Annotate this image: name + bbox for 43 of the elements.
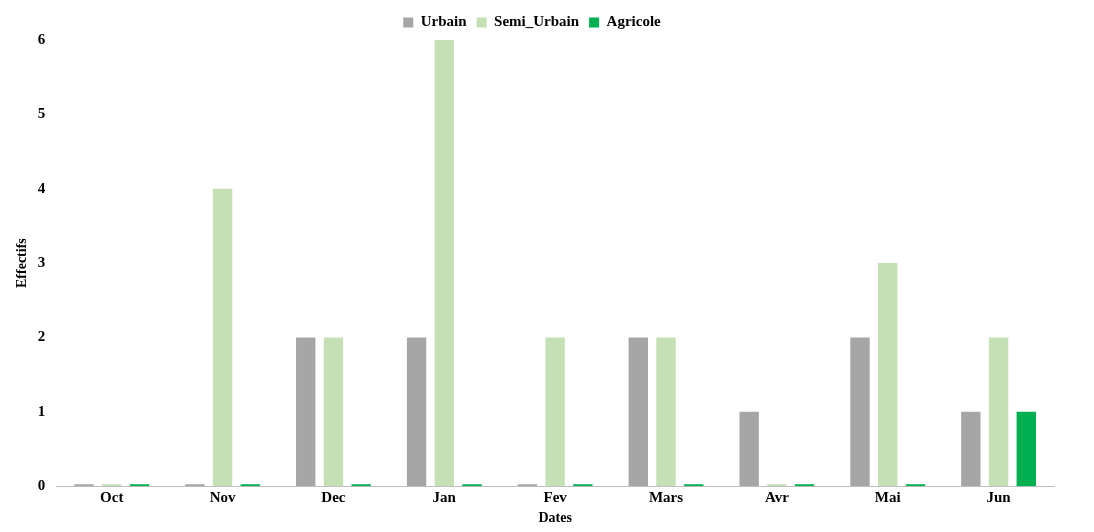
- legend-label: Semi_Urbain: [494, 13, 580, 30]
- y-axis-title: Effectifs: [14, 237, 30, 288]
- y-tick-label: 0: [37, 477, 46, 494]
- x-tick-label: Mars: [648, 489, 684, 506]
- bar: [628, 337, 648, 487]
- bar: [1016, 411, 1036, 487]
- bar: [878, 263, 898, 487]
- bar: [739, 411, 759, 487]
- bar: [351, 484, 371, 487]
- bar: [406, 337, 427, 487]
- bar: [794, 484, 815, 487]
- x-tick-label: Nov: [209, 489, 236, 506]
- x-axis-title: Dates: [538, 510, 573, 526]
- y-tick-label: 5: [37, 105, 46, 122]
- bar: [545, 337, 565, 487]
- x-tick-label: Oct: [100, 489, 124, 506]
- bar: [434, 40, 454, 487]
- y-tick-label: 6: [37, 30, 46, 47]
- bar: [296, 337, 316, 487]
- x-tick-label: Jan: [432, 489, 457, 506]
- bar: [462, 484, 482, 487]
- bar: [129, 484, 150, 487]
- bar: [961, 411, 981, 487]
- bar: [684, 484, 704, 487]
- x-tick-label: Fev: [543, 489, 568, 506]
- bar: [850, 337, 870, 487]
- legend-label: Urbain: [420, 13, 468, 30]
- bar: [240, 484, 260, 487]
- x-tick-label: Dec: [321, 489, 346, 506]
- legend-label: Agricole: [606, 13, 662, 30]
- x-tick-label: Avr: [764, 489, 790, 506]
- x-tick-label: Jun: [986, 489, 1012, 506]
- bar: [323, 337, 344, 487]
- x-tick-label: Mai: [874, 489, 901, 506]
- bar: [573, 484, 593, 487]
- bar: [656, 337, 676, 487]
- y-tick-label: 4: [37, 179, 46, 196]
- y-tick-label: 2: [37, 328, 46, 345]
- y-tick-label: 3: [37, 253, 46, 270]
- y-tick-label: 1: [37, 402, 46, 419]
- bar: [905, 484, 926, 487]
- bar: [988, 337, 1009, 487]
- bar: [212, 188, 233, 487]
